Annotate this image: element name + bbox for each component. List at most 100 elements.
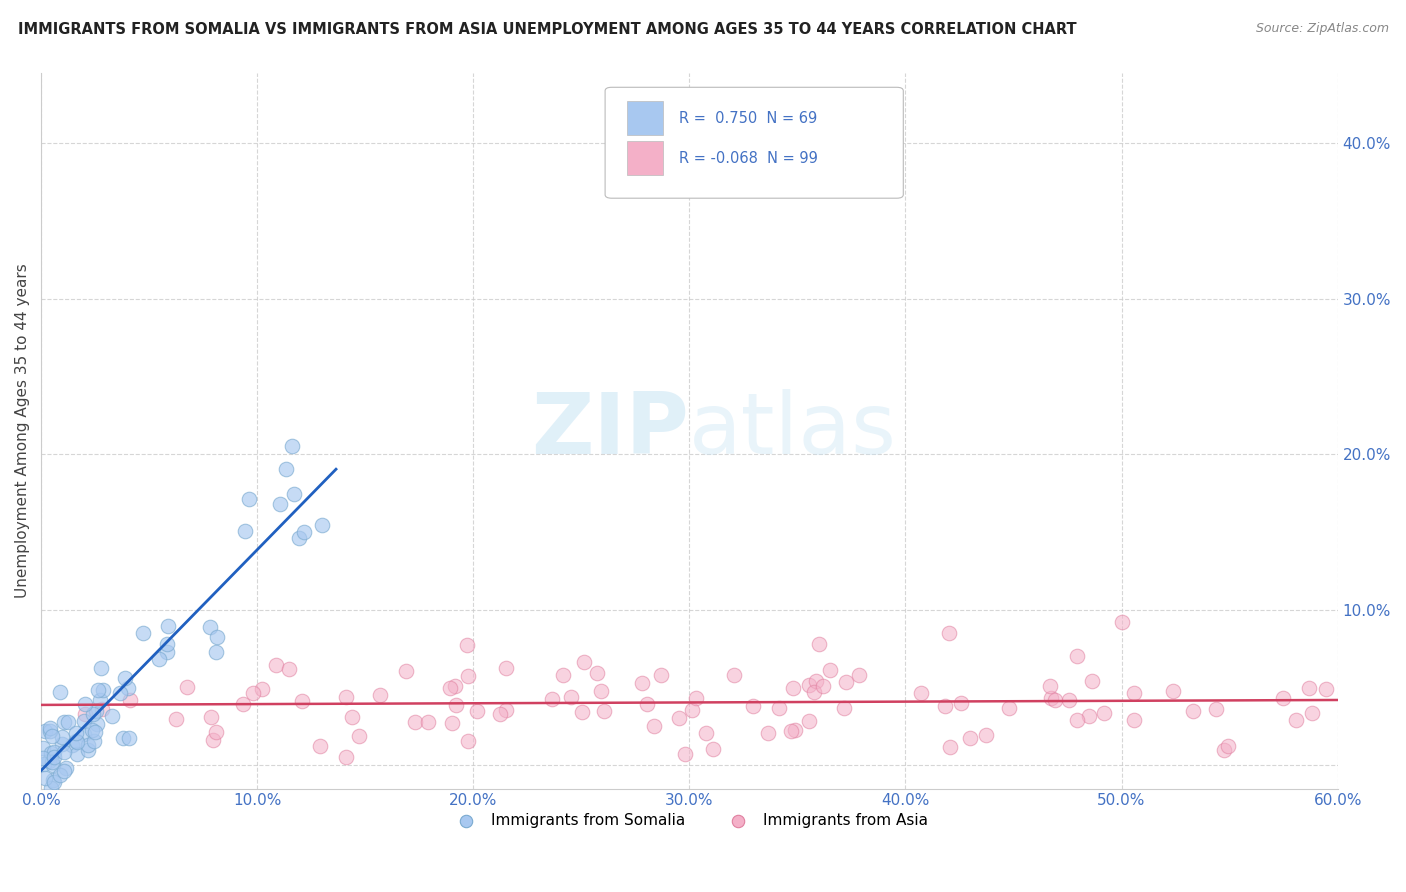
Point <box>283 487 305 501</box>
Bar <box>627 101 664 136</box>
Point <box>60 739 83 753</box>
Point <box>818 663 841 677</box>
Point <box>156 637 179 651</box>
Point <box>741 699 763 714</box>
Point <box>456 638 478 652</box>
Point <box>1301 706 1323 720</box>
Point <box>232 697 254 711</box>
Point <box>673 747 696 761</box>
Point <box>668 711 690 725</box>
Point <box>1205 702 1227 716</box>
Point <box>702 742 724 756</box>
Point <box>799 714 821 728</box>
Point <box>495 661 517 675</box>
Point <box>51 730 73 744</box>
Point <box>32 740 55 755</box>
Point <box>84 725 107 739</box>
Point <box>200 709 222 723</box>
Point <box>723 668 745 682</box>
Point <box>112 731 135 746</box>
Point <box>72 727 94 741</box>
Point <box>34 724 56 739</box>
Point <box>132 626 155 640</box>
Point <box>75 698 97 712</box>
Point <box>148 652 170 666</box>
Point <box>834 701 856 715</box>
Point <box>32 756 55 771</box>
Point <box>1285 713 1308 727</box>
Point <box>38 754 60 768</box>
Point <box>465 704 488 718</box>
Point <box>783 723 806 737</box>
Point <box>157 618 180 632</box>
Point <box>44 775 66 789</box>
Point <box>1092 706 1115 720</box>
Point <box>395 664 418 678</box>
Point <box>808 637 831 651</box>
Point <box>156 644 179 658</box>
Point <box>1077 709 1099 723</box>
Point <box>1057 693 1080 707</box>
Point <box>551 668 574 682</box>
Point <box>49 768 72 782</box>
Point <box>695 726 717 740</box>
Point <box>278 662 301 676</box>
Point <box>939 740 962 755</box>
Point <box>811 679 834 693</box>
Point <box>291 693 314 707</box>
Point <box>1123 713 1146 727</box>
Point <box>910 686 932 700</box>
Point <box>998 701 1021 715</box>
Point <box>1066 648 1088 663</box>
Point <box>799 678 821 692</box>
Point <box>42 750 65 764</box>
Point <box>205 724 228 739</box>
Point <box>73 706 96 721</box>
Point <box>416 715 439 730</box>
Point <box>340 710 363 724</box>
Point <box>560 690 582 704</box>
Text: ZIP: ZIP <box>531 389 689 472</box>
Point <box>53 764 76 779</box>
Point <box>38 721 60 735</box>
Point <box>53 745 76 759</box>
Point <box>76 743 98 757</box>
Point <box>650 668 672 682</box>
Point <box>108 686 131 700</box>
Point <box>804 674 827 689</box>
Point <box>593 704 616 718</box>
Point <box>439 681 461 695</box>
Text: R = -0.068  N = 99: R = -0.068 N = 99 <box>679 152 818 166</box>
Point <box>86 704 108 718</box>
Point <box>91 682 114 697</box>
Point <box>585 666 607 681</box>
Point <box>41 758 63 772</box>
Point <box>1123 686 1146 700</box>
Point <box>39 723 62 738</box>
Point <box>120 693 142 707</box>
Point <box>238 491 260 506</box>
Point <box>66 735 89 749</box>
Point <box>444 698 467 713</box>
Point <box>89 693 111 707</box>
Point <box>589 684 612 698</box>
Point <box>1272 690 1295 705</box>
Point <box>681 703 703 717</box>
Point <box>1066 713 1088 727</box>
Point <box>335 749 357 764</box>
Point <box>73 714 96 728</box>
Point <box>1161 684 1184 698</box>
Point <box>1315 681 1337 696</box>
Point <box>41 729 63 743</box>
Point <box>83 734 105 748</box>
Point <box>404 715 426 730</box>
Point <box>541 691 564 706</box>
Point <box>118 731 141 746</box>
Point <box>34 771 56 785</box>
Point <box>264 657 287 672</box>
Point <box>32 751 55 765</box>
Point <box>65 726 87 740</box>
Y-axis label: Unemployment Among Ages 35 to 44 years: Unemployment Among Ages 35 to 44 years <box>15 263 30 599</box>
Point <box>1081 674 1104 689</box>
Point <box>87 682 110 697</box>
